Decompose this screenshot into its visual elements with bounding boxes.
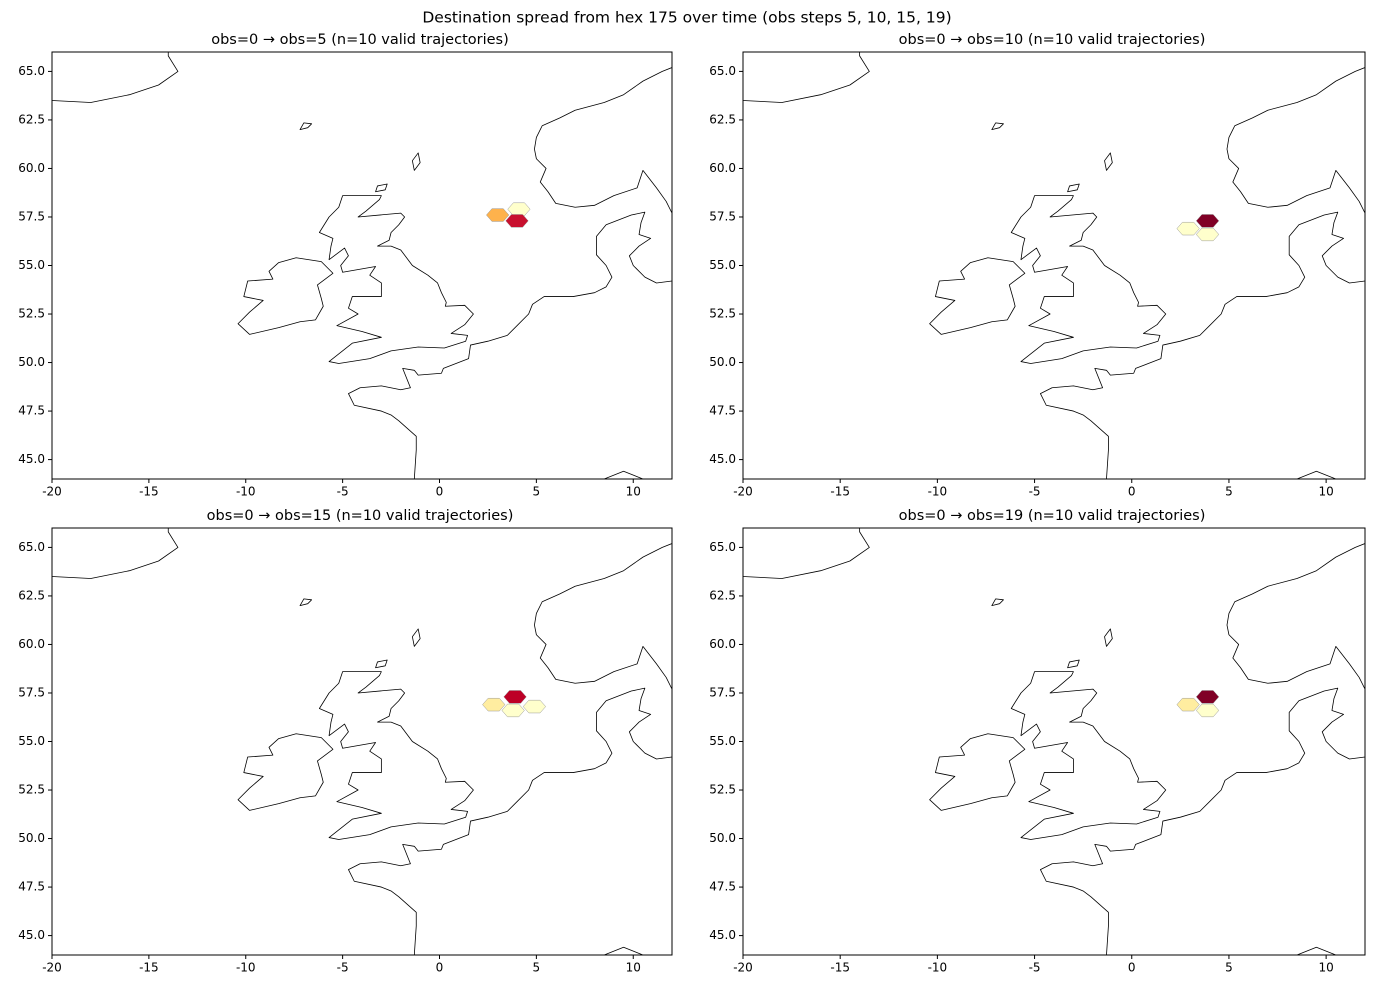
panel-title: obs=0 → obs=19 (n=10 valid trajectories) <box>899 508 1206 524</box>
y-tick-label: 57.5 <box>18 209 45 223</box>
hex-cell <box>1176 697 1200 712</box>
y-tick-label: 60.0 <box>18 637 45 651</box>
hex-cell <box>482 697 506 712</box>
coastline <box>52 528 672 955</box>
y-tick-label: 47.5 <box>18 404 45 418</box>
x-tick-label: 10 <box>626 485 641 499</box>
x-tick-label: 0 <box>436 961 444 975</box>
x-tick-label: 10 <box>1318 961 1333 975</box>
y-tick-label: 52.5 <box>709 783 736 797</box>
hex-cell <box>1195 690 1220 704</box>
axes-frame <box>51 527 673 956</box>
x-tick-label: 5 <box>1225 961 1233 975</box>
x-tick-label: -5 <box>1029 961 1041 975</box>
y-tick-label: 65.0 <box>709 540 736 554</box>
x-tick-label: 10 <box>1318 485 1333 499</box>
x-tick-label: -20 <box>42 485 62 499</box>
x-tick-label: 10 <box>626 961 641 975</box>
y-tick-label: 60.0 <box>18 161 45 175</box>
x-tick-label: -15 <box>139 961 159 975</box>
x-tick-label: 5 <box>533 961 541 975</box>
y-tick-label: 52.5 <box>18 783 45 797</box>
x-tick-label: -5 <box>1029 485 1041 499</box>
hex-cell <box>503 690 527 704</box>
y-tick-label: 62.5 <box>18 112 45 126</box>
axes-frame <box>742 51 1366 480</box>
x-tick-label: -20 <box>733 961 753 975</box>
y-tick-label: 62.5 <box>18 588 45 602</box>
map-panel: -20 -15 -10 -5 0 5 10 45.0 47.5 50.0 52.5 55.0 57.5 6… <box>18 508 673 975</box>
hex-cell <box>1176 221 1200 236</box>
x-tick-label: -20 <box>42 961 62 975</box>
y-tick-label: 57.5 <box>709 685 736 699</box>
y-tick-label: 55.0 <box>709 734 736 748</box>
y-tick-label: 50.0 <box>18 355 45 369</box>
x-tick-label: 5 <box>1225 485 1233 499</box>
y-tick-label: 62.5 <box>709 588 736 602</box>
panel-title: obs=0 → obs=5 (n=10 valid trajectories) <box>211 32 509 48</box>
panel-title: obs=0 → obs=10 (n=10 valid trajectories) <box>899 32 1206 48</box>
x-tick-label: -10 <box>928 961 948 975</box>
y-tick-label: 50.0 <box>709 355 736 369</box>
hex-cell <box>505 214 529 228</box>
x-tick-label: -5 <box>337 961 349 975</box>
axes-frame <box>742 527 1366 956</box>
hex-cell <box>522 699 547 714</box>
y-tick-label: 50.0 <box>709 831 736 845</box>
coastline <box>743 528 1365 955</box>
y-tick-label: 45.0 <box>18 928 45 942</box>
y-tick-label: 55.0 <box>709 258 736 272</box>
y-tick-label: 55.0 <box>18 734 45 748</box>
x-tick-label: -15 <box>139 485 159 499</box>
x-tick-label: -20 <box>733 485 753 499</box>
hex-cell <box>1195 703 1220 718</box>
panel-title: obs=0 → obs=15 (n=10 valid trajectories) <box>207 508 514 524</box>
map-panel: -20 -15 -10 -5 0 5 10 45.0 47.5 50.0 52.5 55.0 57.5 6… <box>18 32 673 499</box>
map-panel: -20 -15 -10 -5 0 5 10 45.0 47.5 50.0 52.5 55.0 57.5 6… <box>709 508 1366 975</box>
y-tick-label: 65.0 <box>709 64 736 78</box>
axes-frame <box>51 51 673 480</box>
y-tick-label: 50.0 <box>18 831 45 845</box>
hex-cell <box>501 703 525 718</box>
hex-cell <box>486 208 510 222</box>
y-tick-label: 57.5 <box>709 209 736 223</box>
y-tick-label: 60.0 <box>709 637 736 651</box>
x-tick-label: -15 <box>830 485 850 499</box>
x-tick-label: 0 <box>1128 485 1136 499</box>
y-tick-label: 60.0 <box>709 161 736 175</box>
y-tick-label: 57.5 <box>18 685 45 699</box>
x-tick-label: -5 <box>337 485 349 499</box>
y-tick-label: 47.5 <box>18 880 45 894</box>
y-tick-label: 45.0 <box>709 928 736 942</box>
map-area <box>52 52 672 479</box>
map-panel: -20 -15 -10 -5 0 5 10 45.0 47.5 50.0 52.5 55.0 57.5 6… <box>709 32 1366 499</box>
coastline <box>52 52 672 479</box>
coastline <box>743 52 1365 479</box>
x-tick-label: 0 <box>436 485 444 499</box>
y-tick-label: 52.5 <box>18 307 45 321</box>
map-area <box>743 52 1365 479</box>
hex-cell <box>507 202 531 216</box>
y-tick-label: 65.0 <box>18 540 45 554</box>
x-tick-label: -10 <box>236 961 256 975</box>
x-tick-label: 0 <box>1128 961 1136 975</box>
x-tick-label: -10 <box>236 485 256 499</box>
y-tick-label: 62.5 <box>709 112 736 126</box>
y-tick-label: 55.0 <box>18 258 45 272</box>
map-area <box>52 528 672 955</box>
y-tick-label: 45.0 <box>18 452 45 466</box>
x-tick-label: -10 <box>928 485 948 499</box>
y-tick-label: 65.0 <box>18 64 45 78</box>
y-tick-label: 47.5 <box>709 880 736 894</box>
x-tick-label: 5 <box>533 485 541 499</box>
figure-title: Destination spread from hex 175 over tim… <box>422 9 951 27</box>
hex-cell <box>1195 214 1220 228</box>
y-tick-label: 47.5 <box>709 404 736 418</box>
map-area <box>743 528 1365 955</box>
hex-cell <box>1195 227 1220 242</box>
y-tick-label: 52.5 <box>709 307 736 321</box>
y-tick-label: 45.0 <box>709 452 736 466</box>
x-tick-label: -15 <box>830 961 850 975</box>
